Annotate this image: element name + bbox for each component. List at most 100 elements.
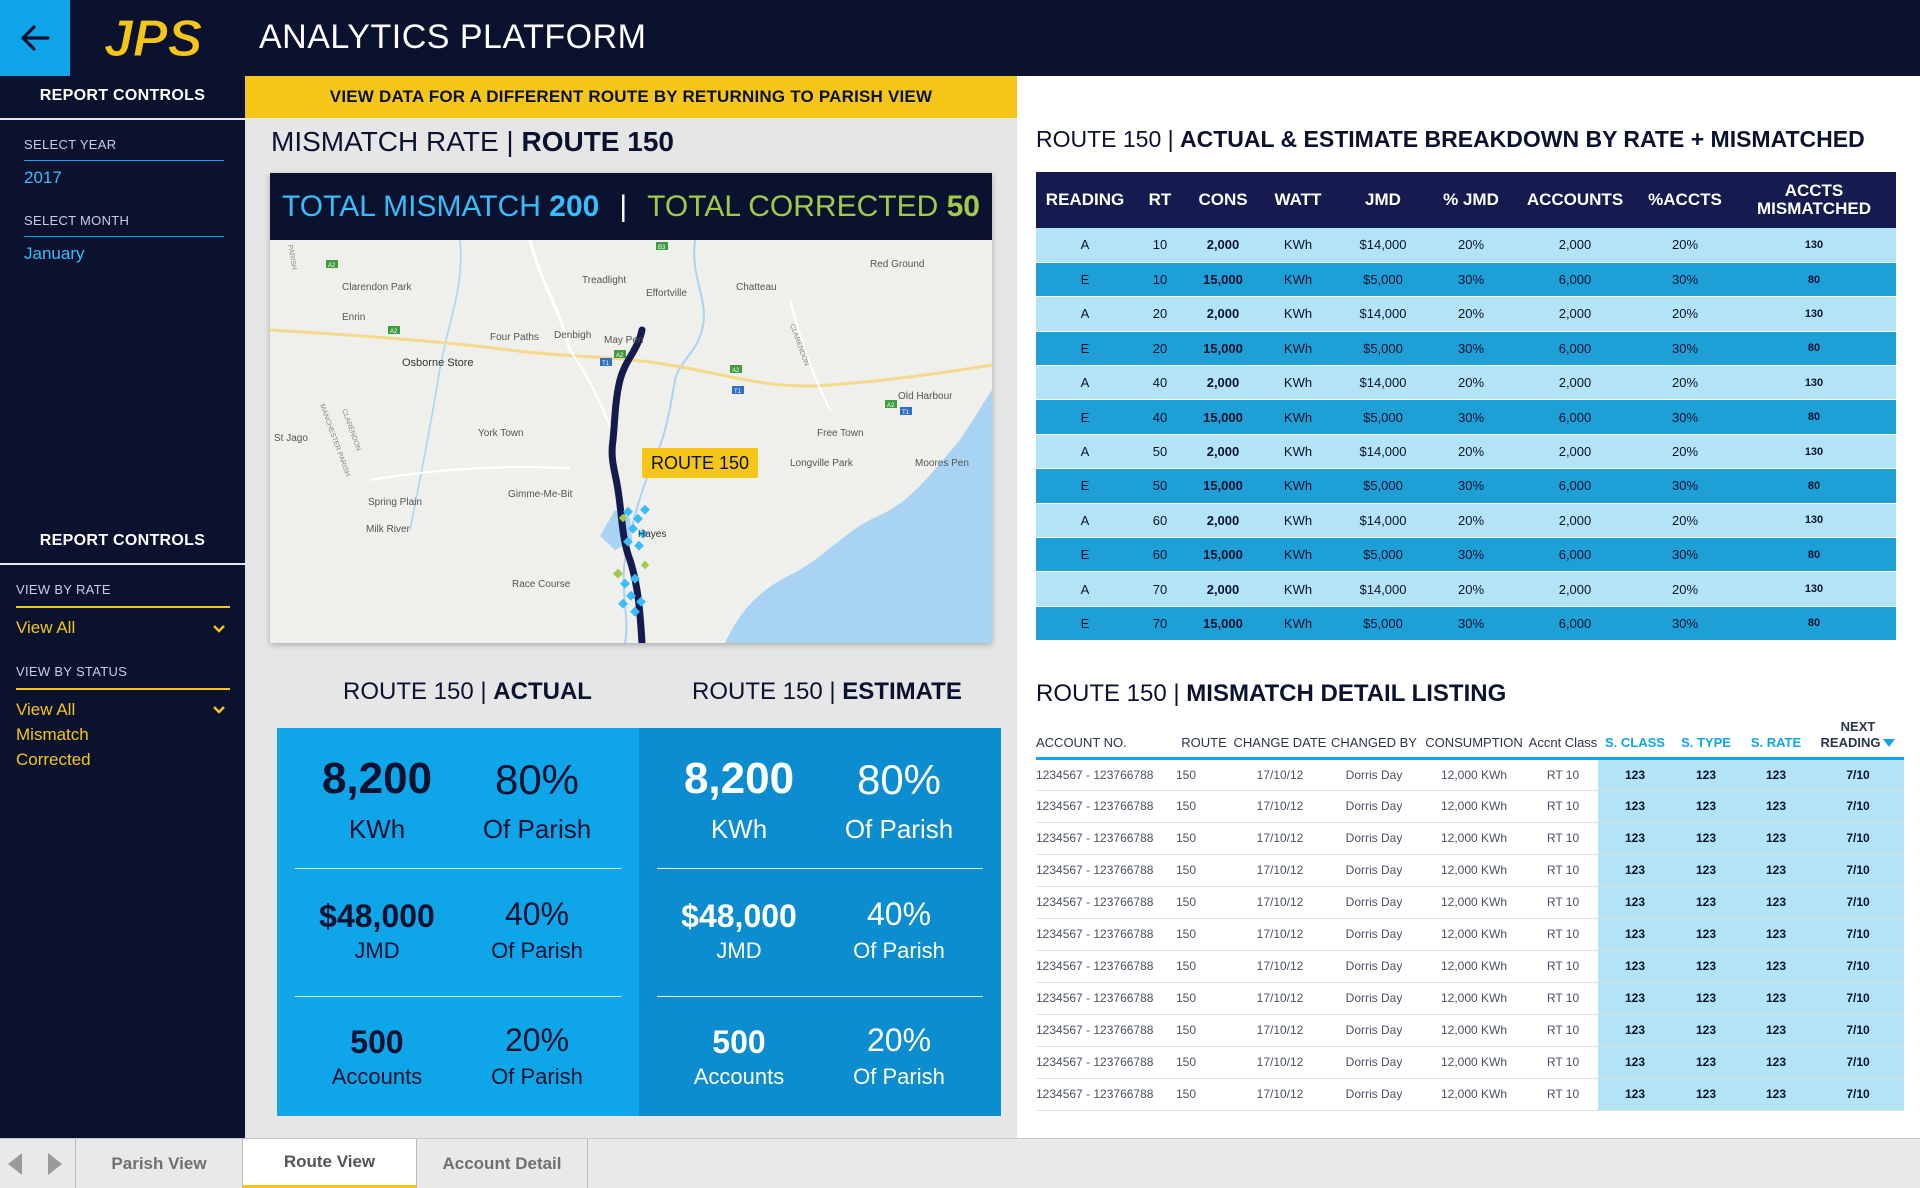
- select-year-underline: [24, 160, 224, 161]
- select-month-value[interactable]: January: [24, 244, 85, 263]
- triangle-right-icon[interactable]: [40, 1149, 68, 1179]
- detail-row[interactable]: 1234567 - 123766788 150 17/10/12 Dorris Day…: [1036, 790, 1904, 823]
- rate-row[interactable]: E 10 15,000 KWh $5,000 30% 6,000 30% 80: [1036, 262, 1896, 298]
- rate-row[interactable]: A 40 2,000 KWh $14,000 20% 2,000 20% 130: [1036, 365, 1896, 401]
- return-to-parish-banner[interactable]: VIEW DATA FOR A DIFFERENT ROUTE BY RETUR…: [245, 76, 1017, 118]
- cell-s-rate: 123: [1740, 822, 1812, 855]
- rate-row[interactable]: E 20 15,000 KWh $5,000 30% 6,000 30% 80: [1036, 331, 1896, 367]
- rate-row[interactable]: A 50 2,000 KWh $14,000 20% 2,000 20% 130: [1036, 434, 1896, 470]
- cell-pct-accts: 30%: [1638, 537, 1732, 573]
- detail-row[interactable]: 1234567 - 123766788 150 17/10/12 Dorris Day…: [1036, 758, 1904, 791]
- detail-row[interactable]: 1234567 - 123766788 150 17/10/12 Dorris Day…: [1036, 886, 1904, 919]
- svg-text:Spring Plain: Spring Plain: [368, 497, 422, 508]
- tab-account-detail[interactable]: Account Detail: [417, 1139, 588, 1188]
- svg-text:A2: A2: [616, 353, 624, 359]
- col-account-no[interactable]: ACCOUNT NO.: [1036, 708, 1176, 760]
- col-next-reading[interactable]: NEXT READING: [1812, 708, 1904, 760]
- svg-text:Gimme-Me-Bit: Gimme-Me-Bit: [508, 489, 573, 500]
- col-route[interactable]: ROUTE: [1176, 708, 1232, 760]
- status-option-mismatch[interactable]: Mismatch: [16, 725, 89, 744]
- col-pct-jmd[interactable]: % JMD: [1430, 172, 1512, 228]
- status-option-view-all[interactable]: View All: [16, 700, 76, 719]
- select-year-value[interactable]: 2017: [24, 168, 62, 187]
- route-map-card: TOTAL MISMATCH 200 | TOTAL CORRECTED 50: [270, 173, 992, 643]
- col-watt[interactable]: WATT: [1260, 172, 1336, 228]
- view-by-rate-value[interactable]: View All: [16, 618, 76, 637]
- rate-row[interactable]: A 70 2,000 KWh $14,000 20% 2,000 20% 130: [1036, 571, 1896, 607]
- col-pct-accts[interactable]: %ACCTS: [1638, 172, 1732, 228]
- detail-row[interactable]: 1234567 - 123766788 150 17/10/12 Dorris Day…: [1036, 950, 1904, 983]
- rate-row[interactable]: E 70 15,000 KWh $5,000 30% 6,000 30% 80: [1036, 606, 1896, 642]
- col-s-type[interactable]: S. TYPE: [1672, 708, 1740, 760]
- rate-table-body: A 10 2,000 KWh $14,000 20% 2,000 20% 130 E 10 15,00…: [1036, 228, 1896, 642]
- chevron-down-icon[interactable]: [212, 622, 226, 636]
- cell-rt: 70: [1134, 571, 1186, 607]
- cell-change-date: 17/10/12: [1232, 1078, 1328, 1111]
- view-by-rate-label: VIEW BY RATE: [16, 582, 111, 597]
- rate-row[interactable]: A 10 2,000 KWh $14,000 20% 2,000 20% 130: [1036, 228, 1896, 263]
- col-s-rate[interactable]: S. RATE: [1740, 708, 1812, 760]
- cell-route: 150: [1176, 1078, 1232, 1111]
- cell-pct-jmd: 20%: [1430, 571, 1512, 607]
- triangle-left-icon[interactable]: [2, 1149, 30, 1179]
- actual-title-prefix: ROUTE 150 |: [343, 678, 494, 705]
- col-jmd[interactable]: JMD: [1336, 172, 1430, 228]
- col-consumption[interactable]: CONSUMPTION: [1420, 708, 1528, 760]
- col-cons[interactable]: CONS: [1186, 172, 1260, 228]
- tab-route-view[interactable]: Route View: [243, 1139, 417, 1188]
- svg-text:Race Course: Race Course: [512, 579, 571, 590]
- cell-change-date: 17/10/12: [1232, 822, 1328, 855]
- detail-row[interactable]: 1234567 - 123766788 150 17/10/12 Dorris Day…: [1036, 918, 1904, 951]
- chevron-down-icon[interactable]: [212, 703, 226, 717]
- detail-row[interactable]: 1234567 - 123766788 150 17/10/12 Dorris Day…: [1036, 982, 1904, 1015]
- rate-row[interactable]: E 40 15,000 KWh $5,000 30% 6,000 30% 80: [1036, 399, 1896, 435]
- col-changed-by[interactable]: CHANGED BY: [1328, 708, 1420, 760]
- cell-rt: 50: [1134, 468, 1186, 504]
- svg-text:T1: T1: [902, 410, 910, 416]
- cell-rt: 60: [1134, 537, 1186, 573]
- detail-row[interactable]: 1234567 - 123766788 150 17/10/12 Dorris Day…: [1036, 1014, 1904, 1047]
- actual-jmd-pct: 40%: [504, 896, 570, 932]
- cell-accts-mismatched: 80: [1732, 537, 1896, 573]
- status-option-corrected[interactable]: Corrected: [16, 750, 91, 769]
- detail-row[interactable]: 1234567 - 123766788 150 17/10/12 Dorris Day…: [1036, 854, 1904, 887]
- cell-pct-jmd: 30%: [1430, 468, 1512, 504]
- cell-s-class: 123: [1598, 950, 1672, 983]
- detail-row[interactable]: 1234567 - 123766788 150 17/10/12 Dorris Day…: [1036, 822, 1904, 855]
- col-accnt-class[interactable]: Accnt Class: [1528, 708, 1598, 760]
- cell-pct-accts: 20%: [1638, 434, 1732, 470]
- tab-parish-view[interactable]: Parish View: [75, 1139, 243, 1188]
- cell-changed-by: Dorris Day: [1328, 982, 1420, 1015]
- cell-changed-by: Dorris Day: [1328, 918, 1420, 951]
- cell-changed-by: Dorris Day: [1328, 950, 1420, 983]
- cell-account-no: 1234567 - 123766788: [1036, 822, 1176, 855]
- col-change-date[interactable]: CHANGE DATE: [1232, 708, 1328, 760]
- detail-row[interactable]: 1234567 - 123766788 150 17/10/12 Dorris Day…: [1036, 1078, 1904, 1111]
- rate-row[interactable]: E 60 15,000 KWh $5,000 30% 6,000 30% 80: [1036, 537, 1896, 573]
- back-button[interactable]: [0, 0, 70, 76]
- actual-accounts-value: 500: [350, 1024, 404, 1060]
- cell-cons: 2,000: [1186, 228, 1260, 263]
- cell-accts-mismatched: 80: [1732, 331, 1896, 367]
- cell-route: 150: [1176, 886, 1232, 919]
- actual-title-bold: ACTUAL: [493, 678, 592, 705]
- col-reading[interactable]: READING: [1036, 172, 1134, 228]
- rate-row[interactable]: A 20 2,000 KWh $14,000 20% 2,000 20% 130: [1036, 296, 1896, 332]
- route-badge[interactable]: ROUTE 150: [642, 448, 758, 478]
- sort-down-icon[interactable]: [1883, 738, 1896, 747]
- col-rt[interactable]: RT: [1134, 172, 1186, 228]
- cell-change-date: 17/10/12: [1232, 1014, 1328, 1047]
- col-accounts[interactable]: ACCOUNTS: [1512, 172, 1638, 228]
- rate-table-header: READING RT CONS WATT JMD % JMD ACCOUNTS …: [1036, 172, 1896, 228]
- cell-s-rate: 123: [1740, 1014, 1812, 1047]
- col-accts-mismatched[interactable]: ACCTS MISMATCHED: [1732, 172, 1896, 228]
- cell-pct-jmd: 20%: [1430, 228, 1512, 263]
- app-header: JPS ANALYTICS PLATFORM: [0, 0, 1920, 76]
- route-map[interactable]: A2 B3 A2 A2 T1 A2 A2 T1 T1 Red Ground Cl…: [270, 240, 992, 643]
- svg-text:B3: B3: [658, 245, 666, 251]
- detail-row[interactable]: 1234567 - 123766788 150 17/10/12 Dorris Day…: [1036, 1046, 1904, 1079]
- rate-row[interactable]: A 60 2,000 KWh $14,000 20% 2,000 20% 130: [1036, 503, 1896, 539]
- rate-row[interactable]: E 50 15,000 KWh $5,000 30% 6,000 30% 80: [1036, 468, 1896, 504]
- svg-text:A2: A2: [887, 403, 895, 409]
- col-s-class[interactable]: S. CLASS: [1598, 708, 1672, 760]
